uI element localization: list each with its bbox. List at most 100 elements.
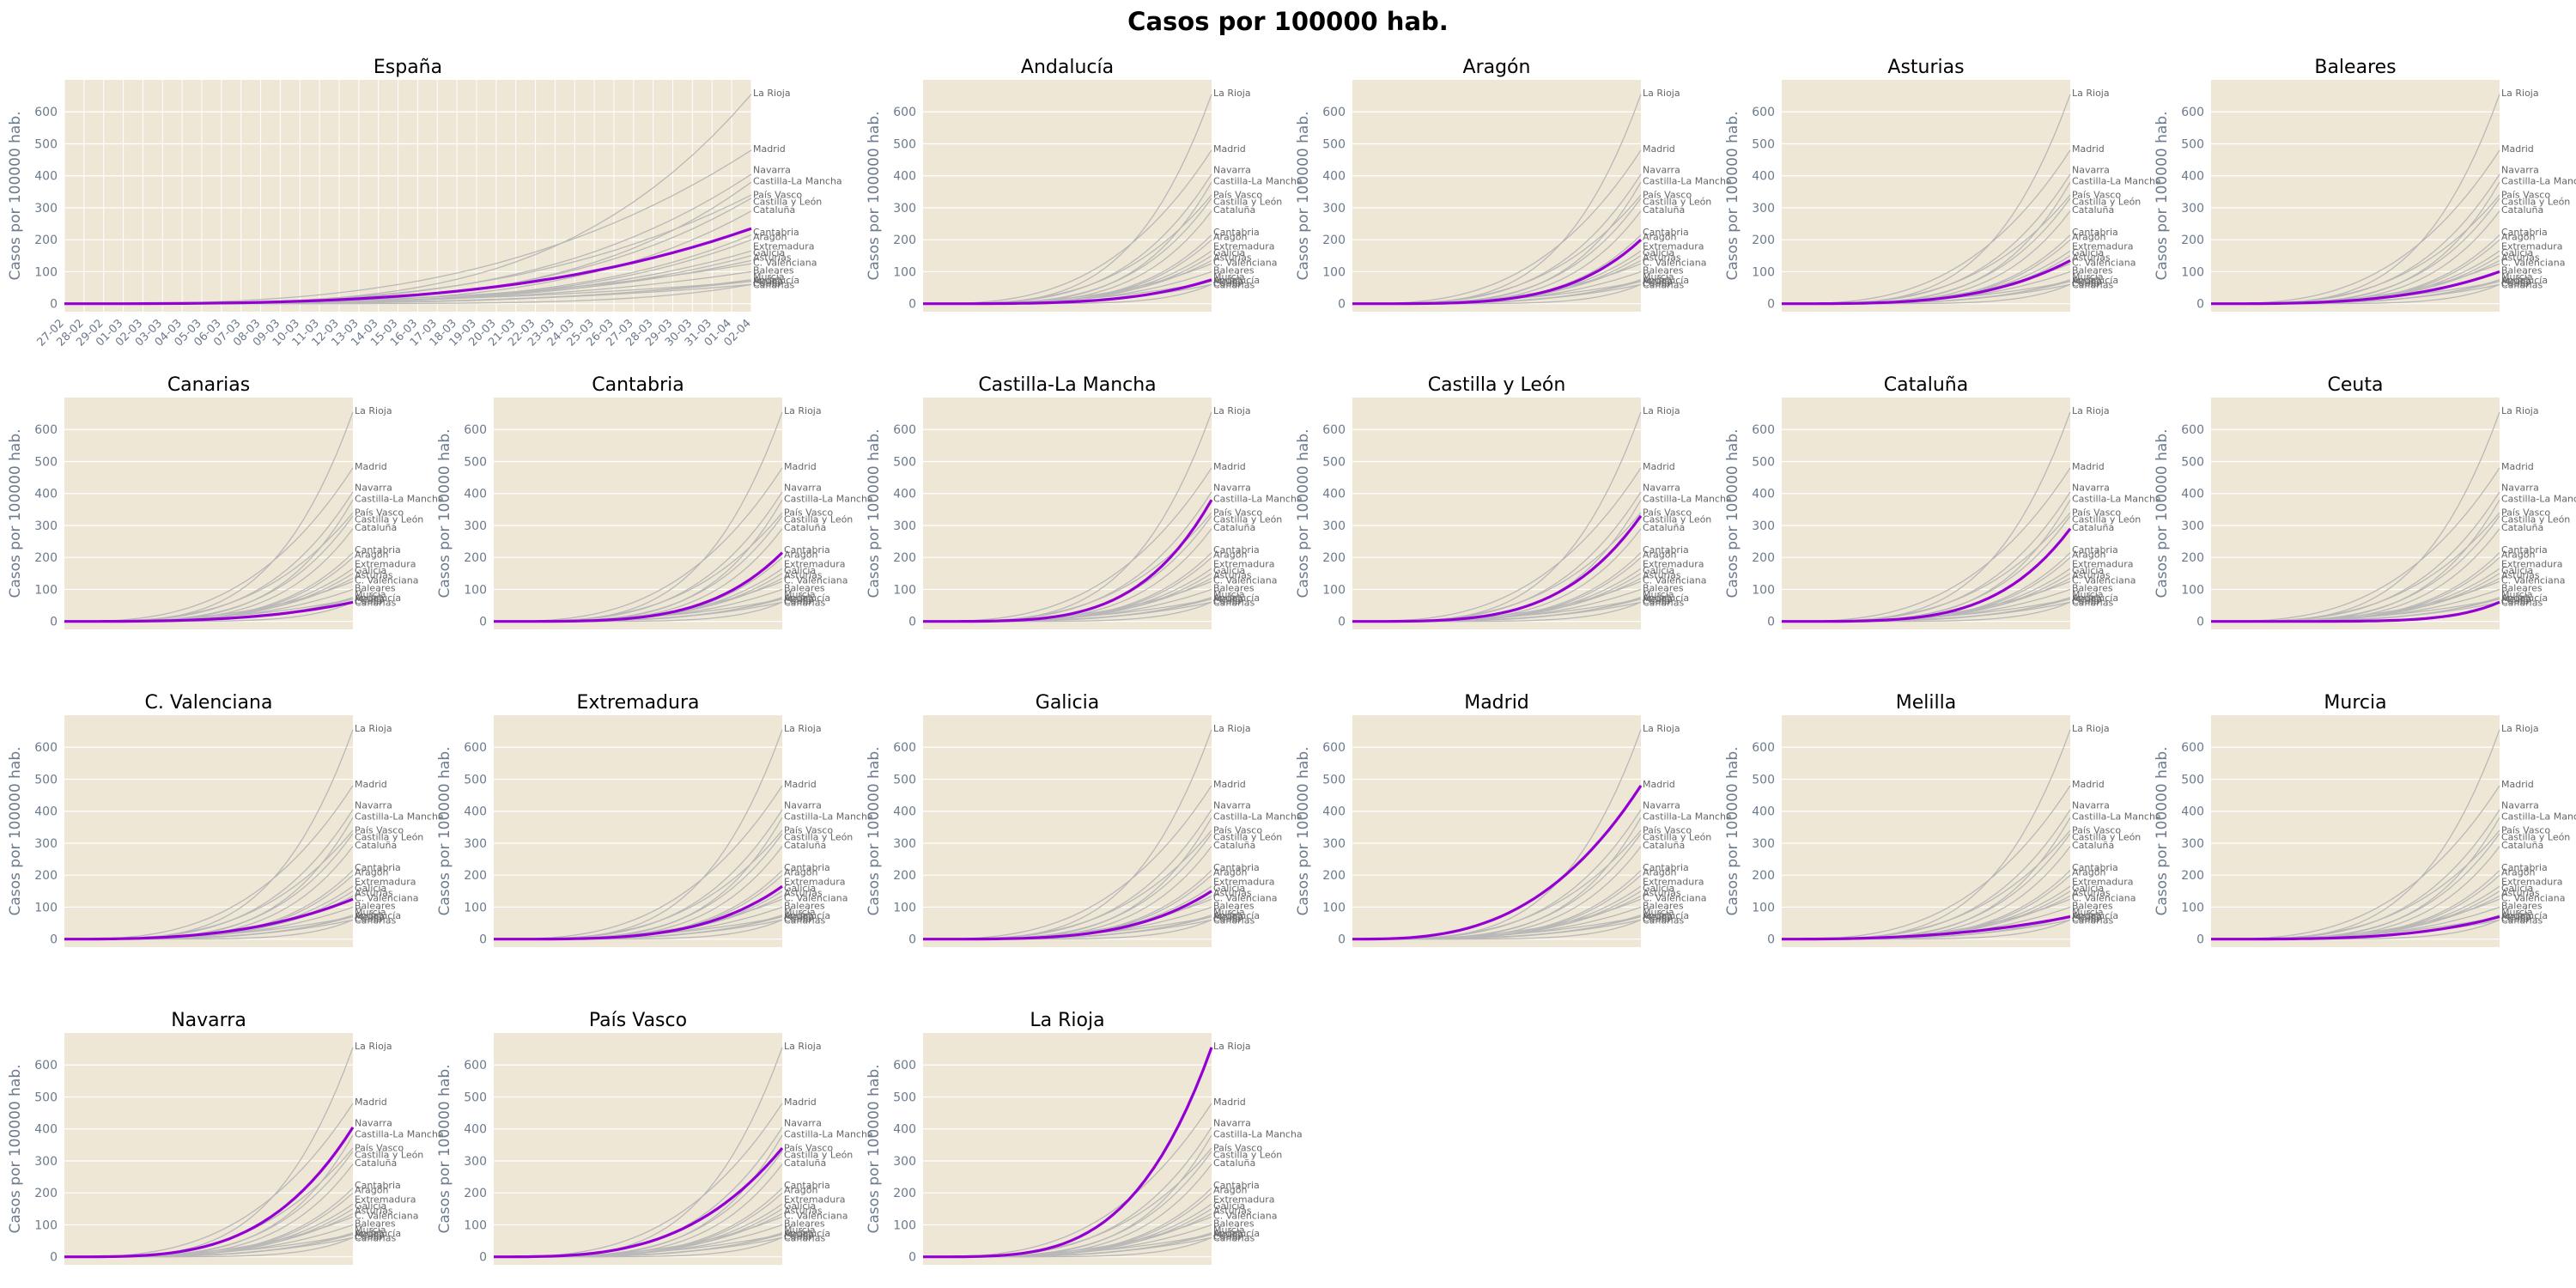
highlight-line-ceuta: [2211, 600, 2500, 623]
end-label: Galicia: [2072, 565, 2104, 576]
end-label: Melilla: [1213, 594, 1243, 605]
end-label: Navarra: [1213, 799, 1251, 811]
y-axis-label: Casos por 100000 hab.: [1724, 428, 1741, 598]
plot-background: [2211, 715, 2500, 947]
plot-background: [1782, 715, 2070, 947]
highlight-line-canarias: [64, 600, 354, 623]
end-label: País Vasco: [1213, 824, 1262, 835]
y-tick-label: 300: [2181, 202, 2204, 216]
y-tick-label: 400: [1752, 805, 1775, 819]
end-label: Asturias: [1213, 570, 1252, 581]
end-label: Asturias: [2501, 252, 2540, 264]
end-label: Navarra: [1643, 482, 1680, 493]
end-label: Melilla: [1643, 912, 1673, 923]
end-label: Galicia: [784, 883, 816, 894]
end-label: Extremadura: [355, 1194, 416, 1206]
y-tick-label: 300: [1322, 202, 1346, 216]
end-label: La Rioja: [2072, 723, 2110, 734]
end-label: Aragón: [1213, 549, 1248, 560]
end-label: Navarra: [784, 1117, 822, 1128]
end-label: Murcia: [1213, 907, 1245, 918]
y-tick-label: 500: [1322, 455, 1346, 469]
end-label: Castilla y León: [2501, 197, 2570, 208]
end-label: Cantabria: [355, 1180, 401, 1191]
y-tick-label: 100: [464, 583, 487, 597]
plot-background: [64, 715, 353, 947]
end-label: Ceuta: [2501, 277, 2529, 289]
y-tick-label: 600: [893, 741, 916, 755]
panel-title: La Rioja: [1030, 1010, 1104, 1031]
end-label: Cataluña: [1213, 840, 1255, 851]
end-label: Murcia: [2072, 589, 2104, 600]
panel-melilla: Melilla 0 100 200 300 400 500 600 Casos por 1000…: [1724, 692, 2161, 947]
y-tick-label: 600: [1322, 106, 1346, 119]
end-label: Asturias: [1643, 888, 1681, 899]
y-tick-label: 0: [1767, 933, 1775, 947]
end-label: Cantabria: [2501, 227, 2548, 238]
end-label: Murcia: [2501, 907, 2533, 918]
y-tick-label: 500: [464, 1091, 487, 1104]
y-tick-label: 300: [893, 519, 916, 533]
end-label: C. Valenciana: [1213, 1210, 1277, 1221]
end-label: La Rioja: [2072, 88, 2110, 99]
end-label: Ceuta: [1213, 595, 1241, 606]
y-tick-label: 600: [1322, 423, 1346, 437]
y-tick-label: 400: [893, 488, 916, 501]
end-label: C. Valenciana: [355, 1210, 418, 1221]
end-label: Castilla y León: [1213, 197, 1282, 208]
end-label: Madrid: [753, 143, 786, 155]
end-label: Cataluña: [2501, 522, 2543, 533]
end-label: Melilla: [784, 594, 814, 605]
panel-title: Baleares: [2314, 57, 2396, 78]
end-label: Aragón: [784, 549, 818, 560]
y-tick-label: 0: [908, 616, 916, 629]
end-label: Madrid: [1213, 779, 1246, 790]
y-tick-label: 600: [464, 741, 487, 755]
end-label: Castilla-La Mancha: [2501, 811, 2576, 822]
end-label: Melilla: [1643, 276, 1673, 288]
y-tick-label: 200: [2181, 869, 2204, 883]
end-label: Castilla y León: [1643, 832, 1711, 843]
end-label: Melilla: [355, 1230, 385, 1241]
highlight-line-asturias: [1782, 258, 2071, 306]
end-label: Melilla: [1213, 276, 1243, 288]
end-label: Murcia: [1213, 271, 1245, 283]
end-label: C. Valenciana: [2072, 892, 2136, 903]
end-label: Ceuta: [2501, 595, 2529, 606]
end-label: Melilla: [2501, 276, 2531, 288]
end-label: C. Valenciana: [2501, 257, 2565, 268]
end-label: Canarias: [784, 1232, 825, 1243]
panel-ceuta: Ceuta 0 100 200 300 400 500 600 Casos por 100000…: [2154, 374, 2576, 629]
end-label: Asturias: [2072, 570, 2111, 581]
y-tick-label: 100: [1752, 583, 1775, 597]
end-label: Madrid: [1213, 1097, 1246, 1108]
panel-title: Cataluña: [1884, 374, 1968, 396]
end-label: Castilla y León: [1213, 514, 1282, 526]
y-tick-label: 0: [50, 933, 58, 947]
end-label: Canarias: [1213, 914, 1255, 926]
end-label: Castilla-La Mancha: [355, 1128, 444, 1139]
end-label: Aragón: [2072, 866, 2106, 878]
panel-title: Aragón: [1463, 57, 1531, 78]
y-tick-label: 200: [2181, 234, 2204, 247]
end-label: Canarias: [1643, 914, 1684, 926]
end-label: Extremadura: [2501, 877, 2563, 888]
end-label: Melilla: [784, 912, 814, 923]
end-label: Andalucía: [784, 910, 830, 921]
end-label: Baleares: [1213, 901, 1255, 912]
end-label: Cantabria: [2501, 862, 2548, 873]
end-label: Extremadura: [2072, 877, 2134, 888]
end-label: Castilla-La Mancha: [1213, 175, 1303, 186]
y-tick-label: 0: [2196, 616, 2204, 629]
end-label: Cataluña: [355, 522, 397, 533]
end-label: C. Valenciana: [1643, 574, 1706, 586]
end-label: Aragón: [2501, 549, 2536, 560]
end-label: C. Valenciana: [2501, 574, 2565, 586]
y-tick-label: 0: [479, 933, 487, 947]
end-label: Madrid: [355, 779, 387, 790]
end-label: C. Valenciana: [355, 574, 418, 586]
chart-suptitle: Casos por 100000 hab.: [1127, 7, 1449, 36]
end-label: Extremadura: [2072, 241, 2134, 252]
end-label: Cantabria: [2501, 544, 2548, 556]
end-label: Asturias: [784, 570, 823, 581]
